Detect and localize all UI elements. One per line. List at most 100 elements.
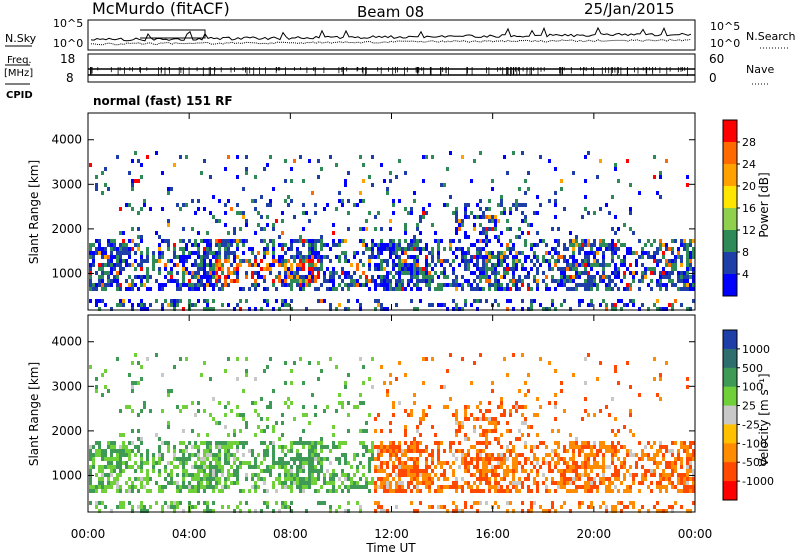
velocity-cell (356, 485, 359, 489)
velocity-cell (494, 501, 497, 505)
power-cell (368, 259, 371, 263)
power-cell (491, 255, 494, 259)
velocity-cell (143, 401, 146, 405)
power-cell (611, 227, 614, 231)
velocity-cell (470, 505, 473, 509)
power-cell (557, 267, 560, 271)
velocity-cell (308, 485, 311, 489)
power-cell (98, 247, 101, 251)
power-cell (203, 251, 206, 255)
freq-tick-bottom: 8 (66, 71, 74, 85)
power-cell (344, 239, 347, 243)
velocity-cell (371, 477, 374, 481)
velocity-cell (293, 473, 296, 477)
power-cell (230, 243, 233, 247)
power-cell (614, 251, 617, 255)
power-cell (116, 247, 119, 251)
power-cell (224, 255, 227, 259)
power-cell (602, 275, 605, 279)
power-cell (245, 171, 248, 175)
velocity-cell (446, 461, 449, 465)
velocity-cell (272, 425, 275, 429)
velocity-cell (251, 465, 254, 469)
velocity-cell (245, 357, 248, 361)
power-cell (617, 275, 620, 279)
power-cell (515, 207, 518, 211)
velocity-cell (299, 465, 302, 469)
power-cell (260, 195, 263, 199)
power-cell (506, 307, 509, 311)
power-cell (365, 247, 368, 251)
power-cell (614, 275, 617, 279)
velocity-cell (395, 481, 398, 485)
power-cell (674, 267, 677, 271)
power-cell (587, 255, 590, 259)
velocity-cell (185, 457, 188, 461)
power-cell (644, 275, 647, 279)
velocity-cell (161, 505, 164, 509)
velocity-cell (500, 433, 503, 437)
power-cell (638, 287, 641, 291)
power-cell (545, 275, 548, 279)
velocity-cell (104, 489, 107, 493)
power-cell (218, 251, 221, 255)
velocity-cell (413, 441, 416, 445)
velocity-cell (452, 473, 455, 477)
velocity-cell (344, 441, 347, 445)
velocity-cell (449, 397, 452, 401)
velocity-cell (293, 461, 296, 465)
velocity-cell (575, 441, 578, 445)
velocity-cell (506, 449, 509, 453)
power-cell (314, 239, 317, 243)
power-cell (422, 271, 425, 275)
power-cell (362, 163, 365, 167)
power-cell (554, 247, 557, 251)
velocity-cell (659, 461, 662, 465)
power-cell (233, 255, 236, 259)
velocity-cell (359, 461, 362, 465)
velocity-cell (662, 477, 665, 481)
velocity-cell (602, 461, 605, 465)
velocity-cell (419, 501, 422, 505)
power-cell (500, 255, 503, 259)
power-cell (674, 259, 677, 263)
power-cell (416, 259, 419, 263)
velocity-cell (593, 453, 596, 457)
velocity-cell (569, 509, 572, 513)
power-cell (692, 239, 695, 243)
power-cell (116, 155, 119, 159)
velocity-cell (338, 445, 341, 449)
power-cell (131, 207, 134, 211)
power-cell (215, 283, 218, 287)
velocity-cell (233, 429, 236, 433)
power-cell (95, 183, 98, 187)
power-cell (443, 303, 446, 307)
power-cell (179, 239, 182, 243)
velocity-cell (338, 461, 341, 465)
power-cell (485, 235, 488, 239)
velocity-cell (158, 473, 161, 477)
velocity-cell (230, 481, 233, 485)
power-cell (281, 303, 284, 307)
power-cell (593, 275, 596, 279)
power-cell (194, 303, 197, 307)
power-cell (242, 251, 245, 255)
date-title: 25/Jan/2015 (584, 0, 675, 18)
power-cell (116, 251, 119, 255)
power-cell (410, 275, 413, 279)
velocity-cell (452, 469, 455, 473)
velocity-cell (515, 481, 518, 485)
power-cell (296, 267, 299, 271)
power-cell (269, 199, 272, 203)
velocity-cell (239, 461, 242, 465)
power-cell (548, 199, 551, 203)
velocity-cell (290, 473, 293, 477)
power-cell (416, 247, 419, 251)
velocity-cell (476, 477, 479, 481)
power-cell (212, 267, 215, 271)
power-cell (530, 247, 533, 251)
power-cell (224, 223, 227, 227)
velocity-cell (455, 505, 458, 509)
velocity-cell (500, 453, 503, 457)
velocity-cell (500, 401, 503, 405)
